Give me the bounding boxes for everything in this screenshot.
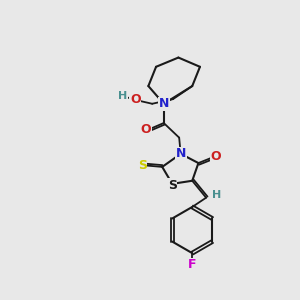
Text: O: O: [130, 93, 141, 106]
Text: F: F: [188, 258, 196, 271]
Text: S: S: [138, 159, 147, 172]
Text: H: H: [212, 190, 221, 200]
Text: S: S: [168, 179, 177, 192]
Text: O: O: [211, 150, 221, 163]
Text: H: H: [118, 91, 128, 101]
Text: N: N: [176, 147, 186, 160]
Text: O: O: [141, 123, 152, 136]
Text: N: N: [159, 97, 169, 110]
